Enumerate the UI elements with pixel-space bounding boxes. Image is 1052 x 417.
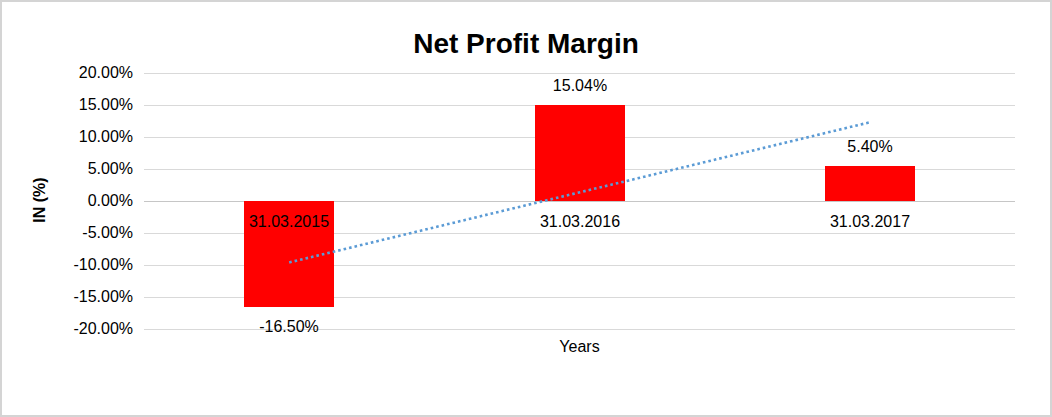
value-label: 5.40%: [800, 137, 940, 157]
y-tick-label: 5.00%: [2, 159, 133, 179]
y-tick-label: 0.00%: [2, 191, 133, 211]
y-tick-label: 20.00%: [2, 63, 133, 83]
gridline: [144, 73, 1015, 74]
category-label: 31.03.2016: [510, 212, 650, 232]
value-label: -16.50%: [219, 317, 359, 337]
y-tick-label: -20.00%: [2, 319, 133, 339]
x-axis-title: Years: [144, 338, 1015, 356]
bar-31.03.2017: [825, 166, 915, 201]
category-label: 31.03.2015: [219, 212, 359, 232]
y-tick-label: -15.00%: [2, 287, 133, 307]
y-tick-label: 15.00%: [2, 95, 133, 115]
bar-31.03.2016: [535, 105, 625, 201]
chart-title: Net Profit Margin: [2, 28, 1050, 60]
y-tick-label: -10.00%: [2, 255, 133, 275]
value-label: 15.04%: [510, 76, 650, 96]
category-label: 31.03.2017: [800, 212, 940, 232]
y-tick-label: 10.00%: [2, 127, 133, 147]
chart-frame: Net Profit Margin IN (%) 20.00%15.00%10.…: [0, 0, 1052, 417]
y-tick-label: -5.00%: [2, 223, 133, 243]
